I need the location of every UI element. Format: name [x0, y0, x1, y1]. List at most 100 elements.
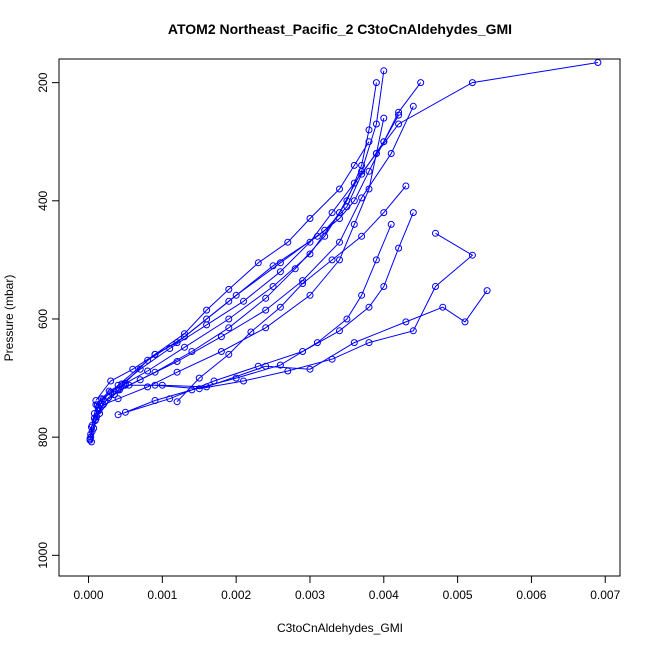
data-point: [409, 209, 417, 217]
data-point: [173, 368, 181, 376]
y-tick-label: 400: [36, 190, 50, 210]
data-point: [114, 395, 122, 403]
data-point: [306, 291, 314, 299]
data-point: [461, 318, 469, 326]
data-point: [181, 333, 188, 341]
y-tick-label: 600: [36, 309, 50, 329]
data-point: [432, 283, 439, 290]
data-point: [99, 395, 107, 403]
series-line: [91, 106, 414, 442]
data-point: [92, 397, 100, 404]
profile-series-7: [114, 209, 417, 419]
data-point: [380, 138, 388, 146]
x-tick-label: 0.006: [516, 588, 546, 602]
data-point: [299, 280, 307, 287]
data-point: [387, 220, 395, 228]
data-point: [402, 182, 410, 190]
data-point: [225, 285, 233, 293]
data-point: [262, 362, 270, 370]
data-point: [247, 328, 255, 336]
x-axis: 0.000 0.001 0.002 0.003 0.004 0.005 0.006 0.007: [74, 576, 621, 602]
data-point: [380, 114, 388, 122]
data-point: [284, 367, 292, 375]
data-point: [195, 385, 203, 393]
data-point: [336, 327, 343, 335]
data-point: [144, 383, 152, 391]
data-point: [328, 209, 336, 217]
data-point: [188, 386, 196, 394]
data-point: [350, 161, 358, 169]
data-point: [203, 306, 211, 314]
data-point: [240, 377, 247, 385]
data-point: [365, 167, 373, 175]
data-point: [269, 262, 277, 270]
data-point: [395, 120, 403, 128]
data-point: [350, 197, 358, 205]
data-point: [136, 376, 144, 384]
x-tick-label: 0.002: [221, 588, 251, 602]
x-tick-label: 0.000: [74, 588, 104, 602]
data-point: [203, 315, 211, 323]
data-point: [217, 348, 225, 355]
data-point: [299, 348, 307, 355]
x-tick-label: 0.007: [590, 588, 620, 602]
data-point: [313, 339, 321, 347]
x-tick-label: 0.003: [295, 588, 325, 602]
data-point: [313, 232, 321, 240]
data-point: [336, 185, 343, 193]
data-point: [92, 415, 100, 423]
data-point: [88, 423, 95, 431]
data-point: [225, 297, 233, 305]
plot-series: [86, 59, 602, 446]
data-point: [291, 265, 299, 273]
profile-series-5: [92, 114, 388, 423]
data-point: [372, 79, 380, 87]
data-point: [372, 120, 380, 128]
data-point: [387, 150, 395, 157]
data-point: [306, 365, 314, 373]
data-point: [262, 294, 270, 302]
data-point: [240, 297, 247, 305]
data-point: [173, 358, 181, 365]
data-point: [365, 185, 373, 193]
data-point: [358, 170, 366, 178]
series-line: [125, 224, 392, 413]
data-point: [350, 220, 358, 228]
data-point: [358, 194, 366, 202]
data-point: [380, 209, 388, 217]
series-line: [95, 117, 385, 420]
data-point: [173, 339, 181, 347]
data-point: [151, 350, 159, 358]
data-point: [328, 256, 336, 264]
data-point: [181, 343, 188, 351]
data-point: [114, 381, 122, 389]
data-point: [350, 339, 358, 347]
data-point: [417, 79, 425, 87]
data-point: [269, 283, 277, 290]
data-point: [254, 259, 262, 267]
data-point: [166, 395, 174, 403]
data-point: [395, 244, 403, 252]
profile-series-9: [151, 229, 476, 393]
data-point: [262, 306, 270, 314]
data-point: [225, 350, 233, 358]
data-point: [195, 374, 203, 382]
data-point: [232, 291, 240, 299]
x-tick-label: 0.005: [443, 588, 473, 602]
data-point: [284, 238, 292, 246]
data-point: [225, 324, 233, 332]
data-point: [395, 108, 403, 116]
data-point: [92, 401, 100, 409]
data-point: [365, 126, 373, 134]
data-point: [409, 327, 417, 335]
data-point: [114, 386, 122, 394]
data-point: [306, 238, 314, 246]
data-point: [365, 303, 373, 311]
series-line: [176, 185, 407, 403]
data-point: [468, 251, 476, 259]
y-tick-label: 200: [36, 72, 50, 92]
plot-frame: [58, 58, 621, 577]
data-point: [432, 229, 439, 237]
